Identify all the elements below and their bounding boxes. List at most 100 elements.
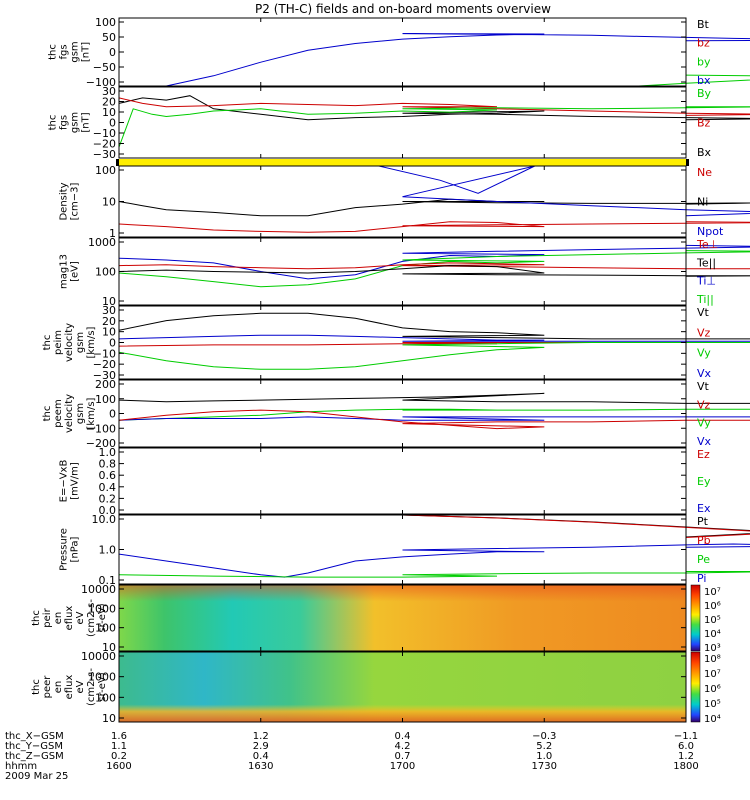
y-tick-label: −200 (86, 437, 116, 450)
y-tick-label: −100 (86, 76, 116, 89)
legend-label: Ti|| (696, 293, 714, 306)
y-tick-label: 30 (102, 304, 116, 317)
y-axis-label: en (53, 612, 64, 625)
legend-label: Vy (697, 347, 711, 360)
colorbar-label: 10⁷ (704, 669, 721, 680)
y-tick-label: −30 (93, 369, 116, 382)
y-axis-label: peer (42, 675, 53, 699)
x-axis-row-label: thc_Y−GSM (5, 741, 63, 752)
x-tick-label: 2.9 (253, 741, 269, 752)
status-bar-left-tab (116, 159, 119, 166)
y-axis-label: [eV] (70, 261, 81, 282)
legend-label: By (697, 87, 712, 100)
legend-label: Bx (697, 146, 712, 159)
x-tick-label: 1.2 (253, 731, 269, 742)
legend-label: bx (697, 74, 711, 87)
legend-label: Vz (697, 398, 711, 411)
x-tick-label: 1.6 (111, 731, 127, 742)
y-tick-label: −20 (93, 138, 116, 151)
panel-frame (118, 447, 687, 515)
y-axis-label: peir (42, 607, 53, 627)
panel-9: 10000 1000 100 10 thc peir en eflux eV (cm2-s-sr-… (31, 583, 721, 654)
y-axis-label: [km/s] (86, 397, 97, 429)
y-axis-label: thc (48, 115, 59, 131)
x-tick-label: 4.2 (395, 741, 411, 752)
series-line (166, 33, 750, 87)
x-tick-label: 1.0 (536, 751, 552, 762)
electron-spectrogram (119, 652, 686, 722)
series-line (118, 97, 750, 116)
series-line (118, 106, 750, 148)
y-tick-label: 100 (95, 266, 116, 279)
y-axis-label: sr-eV) (97, 603, 108, 632)
series-line (118, 221, 750, 233)
series-line (378, 165, 750, 217)
y-tick-label: −10 (93, 347, 116, 360)
series-line (118, 198, 750, 217)
series-line (118, 95, 750, 121)
y-tick-label: 10 (102, 712, 116, 725)
series-line (118, 265, 750, 277)
y-tick-label: 30 (102, 85, 116, 98)
y-axis-label: eV (75, 680, 86, 693)
legend-label: Pe (697, 553, 710, 566)
series-line (118, 334, 750, 342)
y-axis-label: sr-eV) (97, 672, 108, 701)
y-axis-label: [cm−3] (70, 183, 81, 221)
y-axis-label: [nT] (81, 112, 92, 132)
y-tick-label: 0 (109, 408, 116, 421)
series-line (118, 250, 750, 288)
y-axis-label: [km/s] (86, 326, 97, 358)
series-line (118, 392, 750, 404)
legend-label: Pb (697, 534, 711, 547)
y-axis-label: fgs (59, 44, 70, 59)
legend-label: Ey (697, 475, 711, 488)
legend-label: Ne (697, 166, 712, 179)
colorbar-label: 10⁶ (704, 684, 721, 695)
y-tick-label: 0.8 (99, 458, 117, 471)
y-tick-label: 10000 (81, 650, 116, 663)
y-tick-label: 0.6 (99, 469, 117, 482)
y-axis-label: eflux (64, 675, 75, 700)
legend-label: Vx (697, 435, 712, 448)
y-tick-label: 0 (109, 337, 116, 350)
x-tick-label: 5.2 (536, 741, 552, 752)
date-label: 2009 Mar 25 (5, 771, 68, 782)
x-tick-label: 0.4 (253, 751, 269, 762)
series-line (118, 262, 750, 270)
colorbar-label: 10⁷ (704, 587, 721, 598)
colorbar-label: 10⁴ (704, 629, 721, 640)
y-axis-label: gsm (75, 403, 86, 424)
x-tick-label: 1600 (106, 761, 131, 772)
x-tick-label: 0.2 (111, 751, 127, 762)
legend-label: Vt (697, 380, 710, 393)
y-axis-label: thc (48, 44, 59, 60)
x-tick-label: 1.2 (678, 751, 694, 762)
x-axis-row-label: thc_Z−GSM (5, 751, 64, 762)
y-tick-label: 100 (95, 393, 116, 406)
legend-label: Te|| (696, 256, 716, 269)
panel-7: 1.00.80.60.40.20.0 E=−VxB [mV/m] Ez Ey Ex (59, 446, 711, 517)
y-axis-label: peem (53, 399, 64, 427)
y-tick-label: 100 (95, 691, 116, 704)
x-tick-label: 6.0 (678, 741, 694, 752)
status-bar (119, 159, 686, 166)
legend-label: Ez (697, 448, 710, 461)
y-tick-label: 10 (102, 106, 116, 119)
y-tick-label: −100 (86, 422, 116, 435)
legend-label: Bz (697, 117, 711, 130)
legend-label: Ni (697, 196, 708, 209)
y-axis-label: en (53, 681, 64, 694)
colorbar-label: 10⁵ (704, 615, 721, 626)
y-axis-label: gsm (70, 41, 81, 62)
y-tick-label: 0.0 (99, 504, 117, 517)
legend-label: Ex (697, 502, 711, 515)
y-tick-label: 20 (102, 96, 116, 109)
y-axis-label: thc (42, 406, 53, 422)
y-tick-label: 100 (95, 622, 116, 635)
x-tick-label: 0.7 (395, 751, 411, 762)
y-tick-label: 1000 (88, 602, 116, 615)
